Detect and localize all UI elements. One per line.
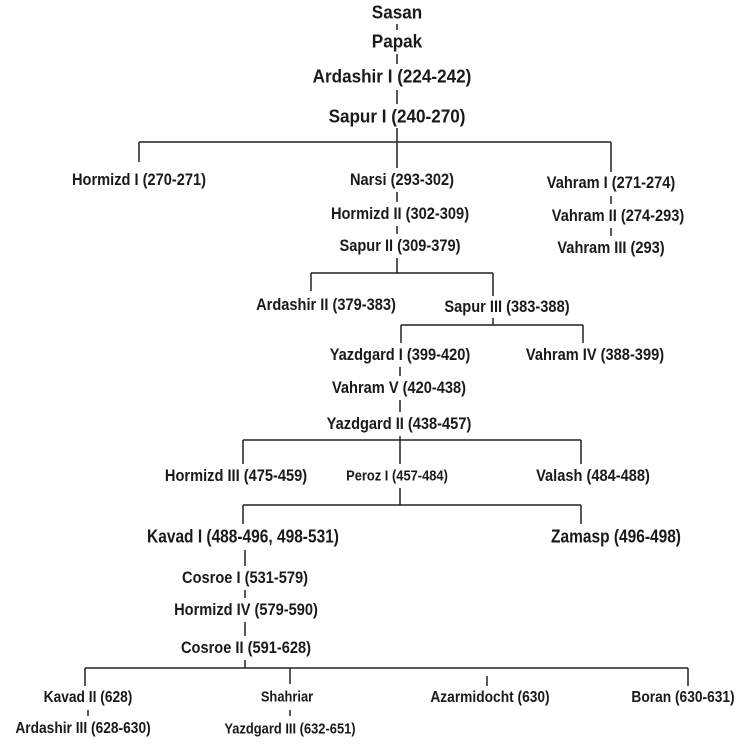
node-vahram-1: Vahram I (271-274)	[546, 173, 676, 192]
node-vahram-2: Vahram II (274-293)	[551, 206, 685, 225]
node-boran: Boran (630-631)	[631, 689, 735, 706]
node-vahram-3: Vahram III (293)	[557, 238, 665, 257]
node-kavad-2: Kavad II (628)	[43, 689, 133, 706]
node-yazdgard-2: Yazdgard II (438-457)	[326, 414, 472, 433]
node-shahriar: Shahriar	[260, 688, 314, 706]
node-sapur-1: Sapur I (240-270)	[328, 106, 466, 127]
node-peroz-1: Peroz I (457-484)	[346, 467, 448, 485]
node-ardashir-3: Ardashir III (628-630)	[15, 720, 151, 737]
node-vahram-4: Vahram IV (388-399)	[525, 345, 665, 364]
node-kavad-1: Kavad I (488-496, 498-531)	[147, 526, 339, 547]
node-vahram-5: Vahram V (420-438)	[331, 378, 467, 397]
node-hormizd-4: Hormizd IV (579-590)	[174, 600, 318, 619]
node-ardashir-2: Ardashir II (379-383)	[256, 295, 396, 314]
node-sasan: Sasan	[371, 2, 423, 23]
node-hormizd-1: Hormizd I (270-271)	[71, 170, 207, 189]
node-zamasp: Zamasp (496-498)	[551, 526, 681, 547]
node-hormizd-3: Hormizd III (475-459)	[164, 466, 308, 485]
node-yazdgard-1: Yazdgard I (399-420)	[329, 345, 471, 364]
node-cosroe-2: Cosroe II (591-628)	[180, 638, 312, 657]
node-ardashir-1: Ardashir I (224-242)	[312, 66, 472, 87]
node-valash: Valash (484-488)	[536, 466, 650, 485]
node-cosroe-1: Cosroe I (531-579)	[182, 568, 308, 587]
node-papak: Papak	[371, 31, 423, 52]
node-yazdgard-3: Yazdgard III (632-651)	[224, 720, 356, 738]
node-narsi: Narsi (293-302)	[349, 170, 455, 189]
node-sapur-3: Sapur III (383-388)	[444, 297, 570, 316]
node-azarmidocht: Azarmidocht (630)	[430, 689, 550, 706]
node-sapur-2: Sapur II (309-379)	[339, 236, 461, 255]
node-hormizd-2: Hormizd II (302-309)	[330, 204, 470, 223]
